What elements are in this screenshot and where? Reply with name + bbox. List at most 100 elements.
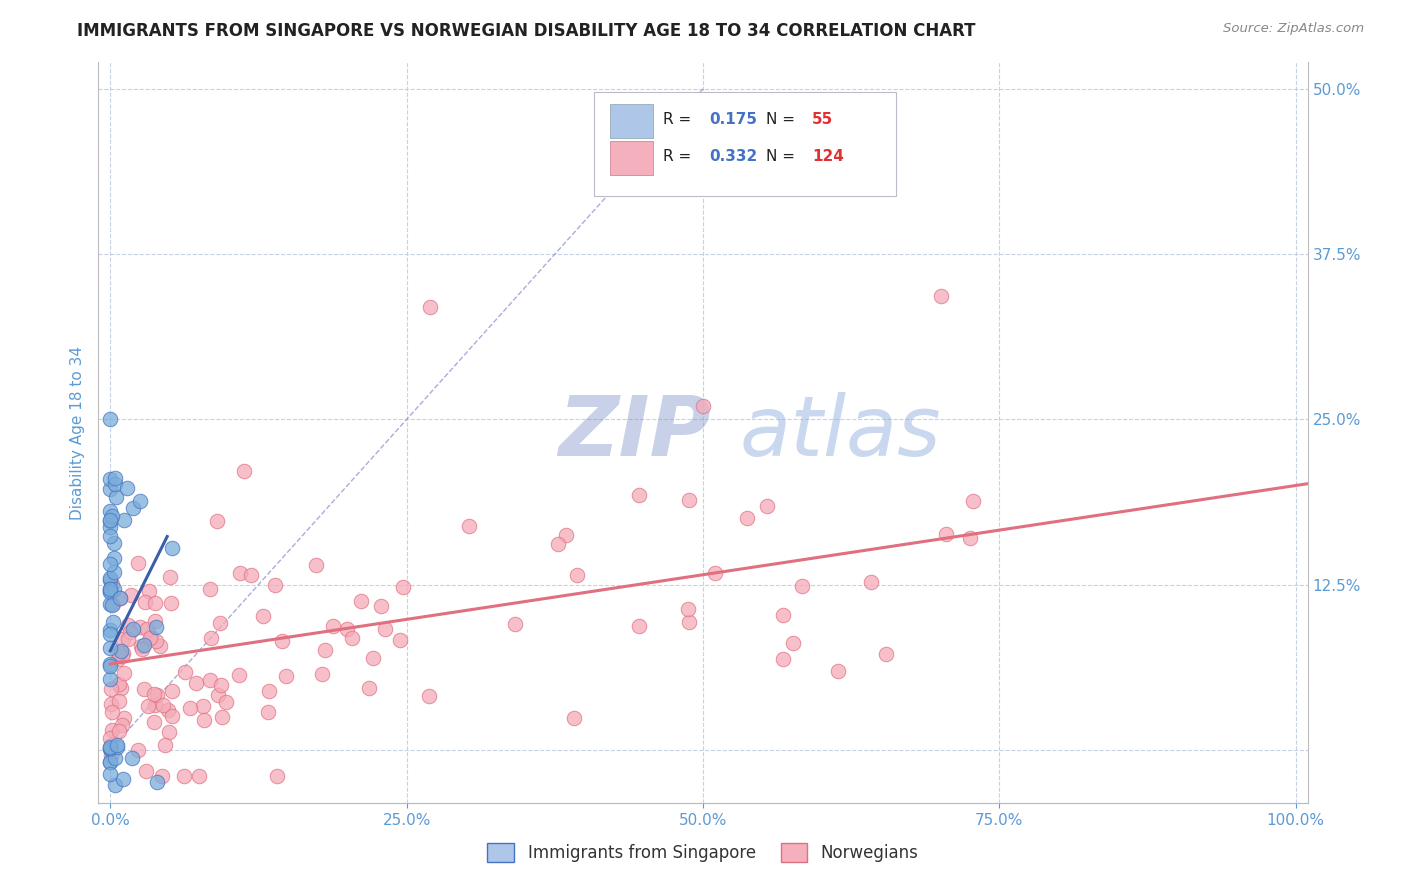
Point xyxy=(107,723,129,738)
Point xyxy=(100,697,122,711)
Point xyxy=(103,536,125,550)
Text: atlas: atlas xyxy=(740,392,941,473)
Point xyxy=(108,677,131,691)
Point xyxy=(98,767,121,781)
Point xyxy=(419,300,441,314)
Point xyxy=(627,619,650,633)
Point xyxy=(139,630,162,644)
Point xyxy=(357,681,380,695)
Text: 0.332: 0.332 xyxy=(709,149,758,164)
Point xyxy=(98,627,121,641)
Point xyxy=(101,508,124,523)
Point xyxy=(562,711,585,725)
Text: IMMIGRANTS FROM SINGAPORE VS NORWEGIAN DISABILITY AGE 18 TO 34 CORRELATION CHART: IMMIGRANTS FROM SINGAPORE VS NORWEGIAN D… xyxy=(77,22,976,40)
Point xyxy=(215,695,238,709)
Point xyxy=(100,739,122,753)
Point xyxy=(252,608,274,623)
Point xyxy=(136,698,159,713)
Point xyxy=(173,665,195,680)
Point xyxy=(98,573,121,587)
Point xyxy=(101,599,124,613)
Point xyxy=(207,688,229,702)
Text: Source: ZipAtlas.com: Source: ZipAtlas.com xyxy=(1223,22,1364,36)
Point xyxy=(105,490,128,504)
Point xyxy=(132,638,155,652)
Point xyxy=(186,676,208,690)
Point xyxy=(270,634,292,648)
Point xyxy=(266,769,288,783)
Point xyxy=(98,731,121,745)
Point xyxy=(103,550,125,565)
Point xyxy=(418,689,440,703)
Text: N =: N = xyxy=(766,112,800,127)
Point xyxy=(103,565,125,579)
Point xyxy=(756,499,779,513)
Point xyxy=(772,652,794,666)
Point xyxy=(98,582,121,596)
Point xyxy=(115,481,138,495)
Point xyxy=(263,578,285,592)
Point xyxy=(100,681,122,696)
Text: R =: R = xyxy=(664,112,696,127)
Point xyxy=(322,619,344,633)
Point xyxy=(108,591,131,606)
Point xyxy=(122,501,145,516)
Point xyxy=(240,568,263,582)
Point xyxy=(567,568,589,582)
Point xyxy=(193,713,215,727)
Point xyxy=(547,536,569,550)
Point xyxy=(100,747,122,762)
Legend: Immigrants from Singapore, Norwegians: Immigrants from Singapore, Norwegians xyxy=(481,836,925,869)
Point xyxy=(274,668,297,682)
Point xyxy=(98,557,121,571)
FancyBboxPatch shape xyxy=(610,141,654,175)
Point xyxy=(735,510,758,524)
Y-axis label: Disability Age 18 to 34: Disability Age 18 to 34 xyxy=(70,345,86,520)
Point xyxy=(388,632,411,647)
Point xyxy=(108,646,131,660)
Point xyxy=(110,644,132,658)
Point xyxy=(305,558,328,572)
Point xyxy=(128,494,150,508)
Point xyxy=(827,665,849,679)
Point xyxy=(772,607,794,622)
Point xyxy=(118,625,141,640)
Point xyxy=(143,698,166,713)
Point xyxy=(678,615,700,629)
Point xyxy=(104,471,127,485)
Point xyxy=(112,711,135,725)
Point xyxy=(98,755,121,769)
Point xyxy=(101,723,124,737)
Point xyxy=(200,582,222,596)
Point xyxy=(935,526,957,541)
Point xyxy=(105,739,128,754)
Point xyxy=(962,493,984,508)
Point xyxy=(232,464,254,478)
Text: N =: N = xyxy=(766,149,800,164)
Point xyxy=(340,631,363,645)
Point xyxy=(143,596,166,610)
Point xyxy=(159,570,181,584)
Point xyxy=(503,616,526,631)
Point xyxy=(121,622,143,636)
Point xyxy=(98,584,121,599)
Point xyxy=(929,289,952,303)
Point xyxy=(98,483,121,497)
Text: R =: R = xyxy=(664,149,696,164)
Point xyxy=(111,718,134,732)
Point xyxy=(145,620,167,634)
Point xyxy=(98,513,121,527)
Point xyxy=(311,666,333,681)
Point xyxy=(98,520,121,534)
Point xyxy=(101,705,124,719)
Point xyxy=(458,519,481,533)
Point xyxy=(98,755,121,769)
Point xyxy=(120,588,142,602)
Point xyxy=(692,399,714,413)
Point xyxy=(145,633,167,648)
Point xyxy=(257,705,280,719)
Point xyxy=(98,514,121,528)
Point xyxy=(117,618,139,632)
Point xyxy=(128,620,150,634)
Point xyxy=(160,709,183,723)
